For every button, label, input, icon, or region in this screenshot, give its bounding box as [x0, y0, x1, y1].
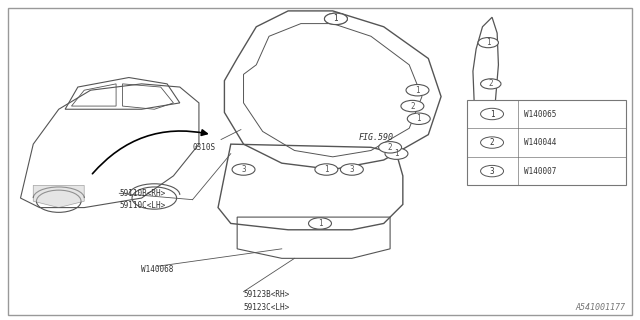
Text: W140044: W140044	[524, 138, 556, 147]
Circle shape	[324, 13, 348, 25]
Text: FIG.590: FIG.590	[358, 133, 393, 142]
Circle shape	[407, 113, 430, 124]
Text: 0310S: 0310S	[193, 130, 241, 153]
Circle shape	[481, 165, 504, 177]
FancyBboxPatch shape	[8, 8, 632, 316]
Circle shape	[401, 100, 424, 112]
Text: 59110B<RH>: 59110B<RH>	[119, 189, 166, 198]
Text: 1: 1	[317, 219, 323, 228]
Text: 59123B<RH>: 59123B<RH>	[244, 290, 290, 299]
Text: 1: 1	[333, 14, 339, 23]
Circle shape	[385, 148, 408, 159]
Text: 2: 2	[410, 101, 415, 111]
Text: W140007: W140007	[524, 167, 556, 176]
Text: 1: 1	[324, 165, 329, 174]
Text: 59140E<LH>: 59140E<LH>	[505, 140, 551, 148]
Circle shape	[315, 164, 338, 175]
Text: 1: 1	[486, 38, 490, 47]
Circle shape	[481, 137, 504, 148]
Text: 59110C<LH>: 59110C<LH>	[119, 202, 166, 211]
Text: 2: 2	[490, 138, 494, 147]
FancyBboxPatch shape	[467, 100, 626, 185]
Circle shape	[308, 218, 332, 229]
Polygon shape	[33, 185, 84, 208]
Circle shape	[379, 142, 401, 153]
Text: 3: 3	[490, 167, 494, 176]
Text: 2: 2	[488, 79, 493, 88]
Text: 1: 1	[415, 86, 420, 95]
Text: 1: 1	[417, 114, 421, 123]
Text: 2: 2	[388, 143, 392, 152]
Circle shape	[232, 164, 255, 175]
Text: 1: 1	[333, 14, 339, 23]
Text: A541001177: A541001177	[576, 303, 626, 312]
Text: 59140D<RH>: 59140D<RH>	[505, 124, 551, 133]
Circle shape	[478, 37, 499, 48]
Circle shape	[324, 13, 348, 25]
Text: 1: 1	[490, 109, 494, 118]
Circle shape	[406, 84, 429, 96]
Text: W140068: W140068	[141, 265, 173, 274]
Text: 3: 3	[241, 165, 246, 174]
Text: 1: 1	[394, 149, 399, 158]
Circle shape	[481, 108, 504, 120]
Circle shape	[481, 79, 501, 89]
Circle shape	[340, 164, 364, 175]
Text: 3: 3	[349, 165, 354, 174]
Text: W140065: W140065	[524, 109, 556, 118]
Text: 59123C<LH>: 59123C<LH>	[244, 303, 290, 312]
